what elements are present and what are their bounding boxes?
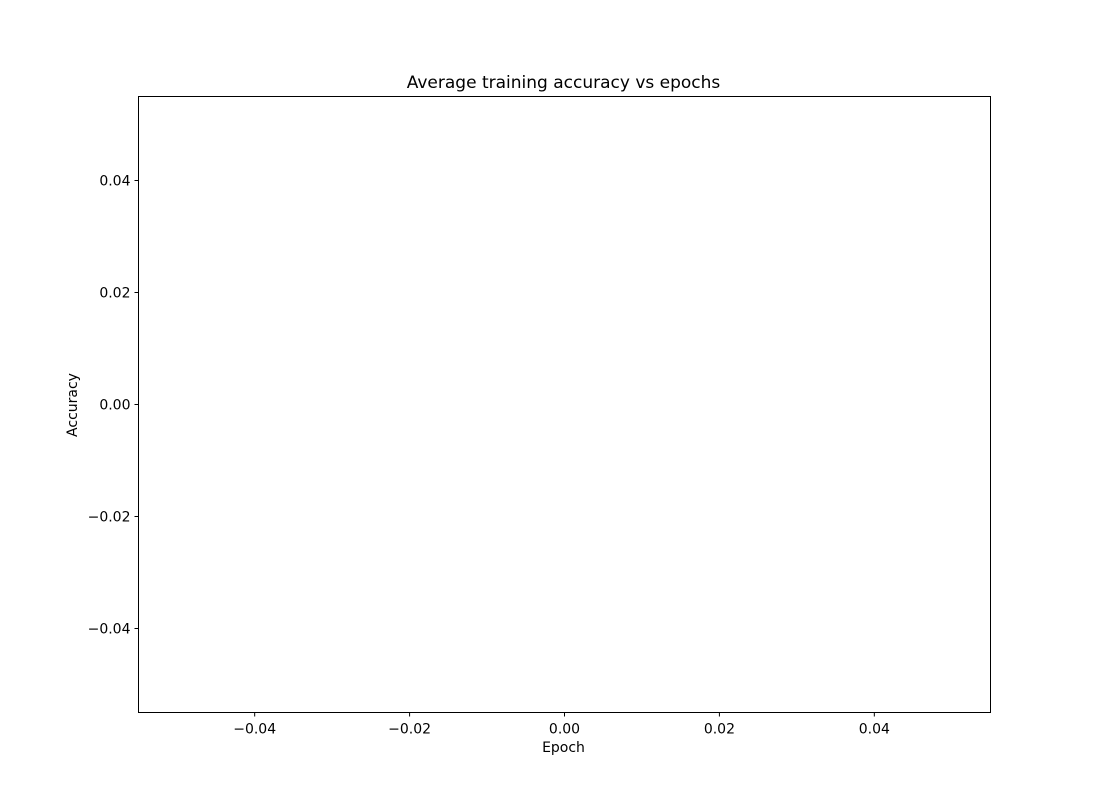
chart-title: Average training accuracy vs epochs — [407, 73, 721, 93]
x-axis-label: Epoch — [542, 740, 585, 756]
y-tick-label: 0.00 — [99, 398, 130, 414]
x-tick-label: 0.04 — [859, 722, 890, 738]
y-tick-label: 0.04 — [99, 174, 130, 190]
y-axis-ticks: −0.04 −0.02 0.00 0.02 0.04 — [88, 174, 139, 638]
x-tick-label: 0.00 — [549, 722, 580, 738]
y-tick-label: −0.04 — [88, 622, 131, 638]
y-tick-label: 0.02 — [99, 286, 130, 302]
x-tick-label: 0.02 — [704, 722, 735, 738]
y-tick-label: −0.02 — [88, 510, 131, 526]
x-tick-label: −0.04 — [233, 722, 276, 738]
x-tick-label: −0.02 — [388, 722, 431, 738]
x-axis-ticks: −0.04 −0.02 0.00 0.02 0.04 — [233, 712, 890, 738]
y-axis-label: Accuracy — [65, 373, 81, 437]
